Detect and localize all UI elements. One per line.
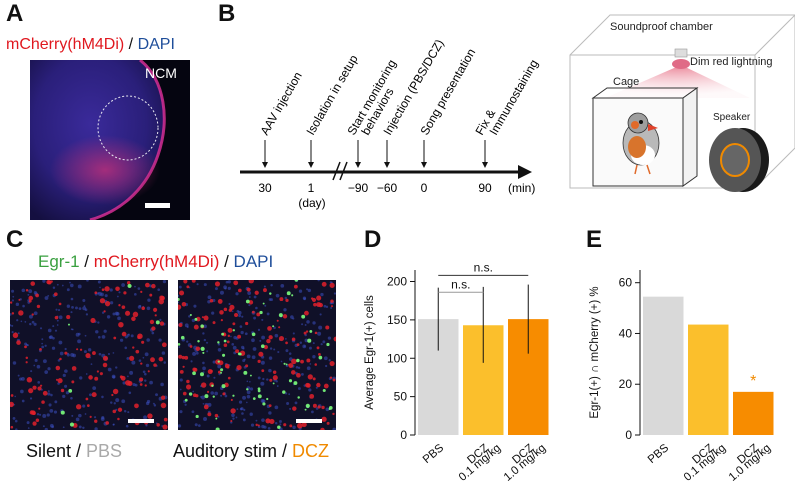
tick-minus-90: −90	[348, 181, 369, 195]
panel-d-letter: D	[364, 226, 382, 253]
bar-2	[688, 324, 729, 435]
panel-e-letter: E	[586, 226, 603, 253]
title-separator-2: /	[219, 252, 234, 271]
cage-label: Cage	[613, 76, 639, 88]
pbs-label: PBS	[86, 441, 123, 461]
panel-c-letter: C	[6, 226, 24, 253]
y-tick-label: 0	[625, 428, 632, 442]
title-separator-1: /	[79, 252, 94, 271]
bar-3	[733, 391, 774, 435]
fix-immunostaining-arrow: Fix & Immunostaining 90 (min)	[472, 57, 540, 195]
y-tick-label: 20	[619, 377, 633, 391]
tick-90: 90	[478, 181, 492, 195]
dapi-label: DAPI	[137, 36, 175, 53]
caption-separator: /	[71, 441, 87, 461]
tick-0: 0	[421, 181, 428, 195]
y-axis-label: Average Egr-1(+) cells	[364, 295, 376, 410]
tick-minus-60: −60	[377, 181, 398, 195]
micrograph-auditory-dcz	[178, 280, 336, 430]
brain-section-image: NCM	[30, 60, 190, 220]
y-axis-label: Egr-1(+) ∩ mCherry (+) %	[589, 286, 601, 418]
bar-1	[643, 296, 684, 435]
panel-a-title: mCherry(hM4Di) / DAPI	[6, 36, 175, 54]
auditory-stim-label: Auditory stim	[173, 441, 278, 461]
caption-auditory-dcz: Auditory stim / DCZ	[173, 441, 329, 462]
y-tick-label: 50	[394, 390, 408, 404]
fix-label-line2: Immunostaining	[486, 57, 540, 137]
tick-1: 1	[308, 181, 315, 195]
y-tick-label: 40	[619, 326, 633, 340]
x-tick-label: PBS	[646, 442, 672, 466]
dim-light-label: Dim red lightning	[690, 56, 773, 68]
chamber-label: Soundproof chamber	[610, 21, 713, 33]
y-tick-label: 200	[387, 275, 407, 289]
tick-min-unit: (min)	[508, 181, 535, 195]
aav-injection-arrow: AAV injection 30	[257, 69, 304, 195]
scale-bar	[145, 203, 170, 208]
significance-label: n.s.	[474, 260, 493, 274]
timeline-diagram: AAV injection 30 Isolation in setup 1 (d…	[240, 37, 540, 210]
title-separator: /	[124, 36, 138, 53]
panel-a-letter: A	[6, 0, 24, 27]
significance-label: n.s.	[451, 277, 470, 291]
silent-label: Silent	[26, 441, 72, 461]
egr1-label: Egr-1	[38, 252, 80, 271]
dapi-label-c: DAPI	[233, 252, 274, 271]
mcherry-label: mCherry(hM4Di)	[6, 36, 125, 53]
tick-day-unit: (day)	[298, 196, 325, 210]
micrograph-silent-pbs	[10, 280, 168, 430]
scale-bar	[296, 419, 322, 423]
caption-separator-2: /	[277, 441, 293, 461]
panel-b-letter: B	[218, 0, 236, 27]
scale-bar	[128, 419, 154, 423]
ncm-region-label: NCM	[145, 65, 177, 81]
y-tick-label: 150	[387, 313, 407, 327]
lamp-icon	[674, 48, 688, 58]
significance-star: *	[750, 373, 756, 390]
soundproof-chamber-diagram: Soundproof chamber Dim red lightning Cag…	[569, 14, 795, 192]
x-tick-label: PBS	[421, 442, 447, 466]
zebra-finch-icon	[622, 112, 660, 175]
y-tick-label: 100	[387, 351, 407, 365]
mcherry-label-c: mCherry(hM4Di)	[93, 252, 220, 271]
caption-silent-pbs: Silent / PBS	[26, 441, 122, 462]
y-tick-label: 0	[400, 428, 407, 442]
speaker-label: Speaker	[713, 112, 751, 123]
tick-30: 30	[258, 181, 272, 195]
panel-c-title: Egr-1 / mCherry(hM4Di) / DAPI	[38, 252, 273, 272]
aav-injection-label: AAV injection	[257, 69, 304, 137]
dcz-label: DCZ	[292, 441, 330, 461]
y-tick-label: 60	[619, 276, 633, 290]
speaker-icon	[709, 128, 769, 192]
